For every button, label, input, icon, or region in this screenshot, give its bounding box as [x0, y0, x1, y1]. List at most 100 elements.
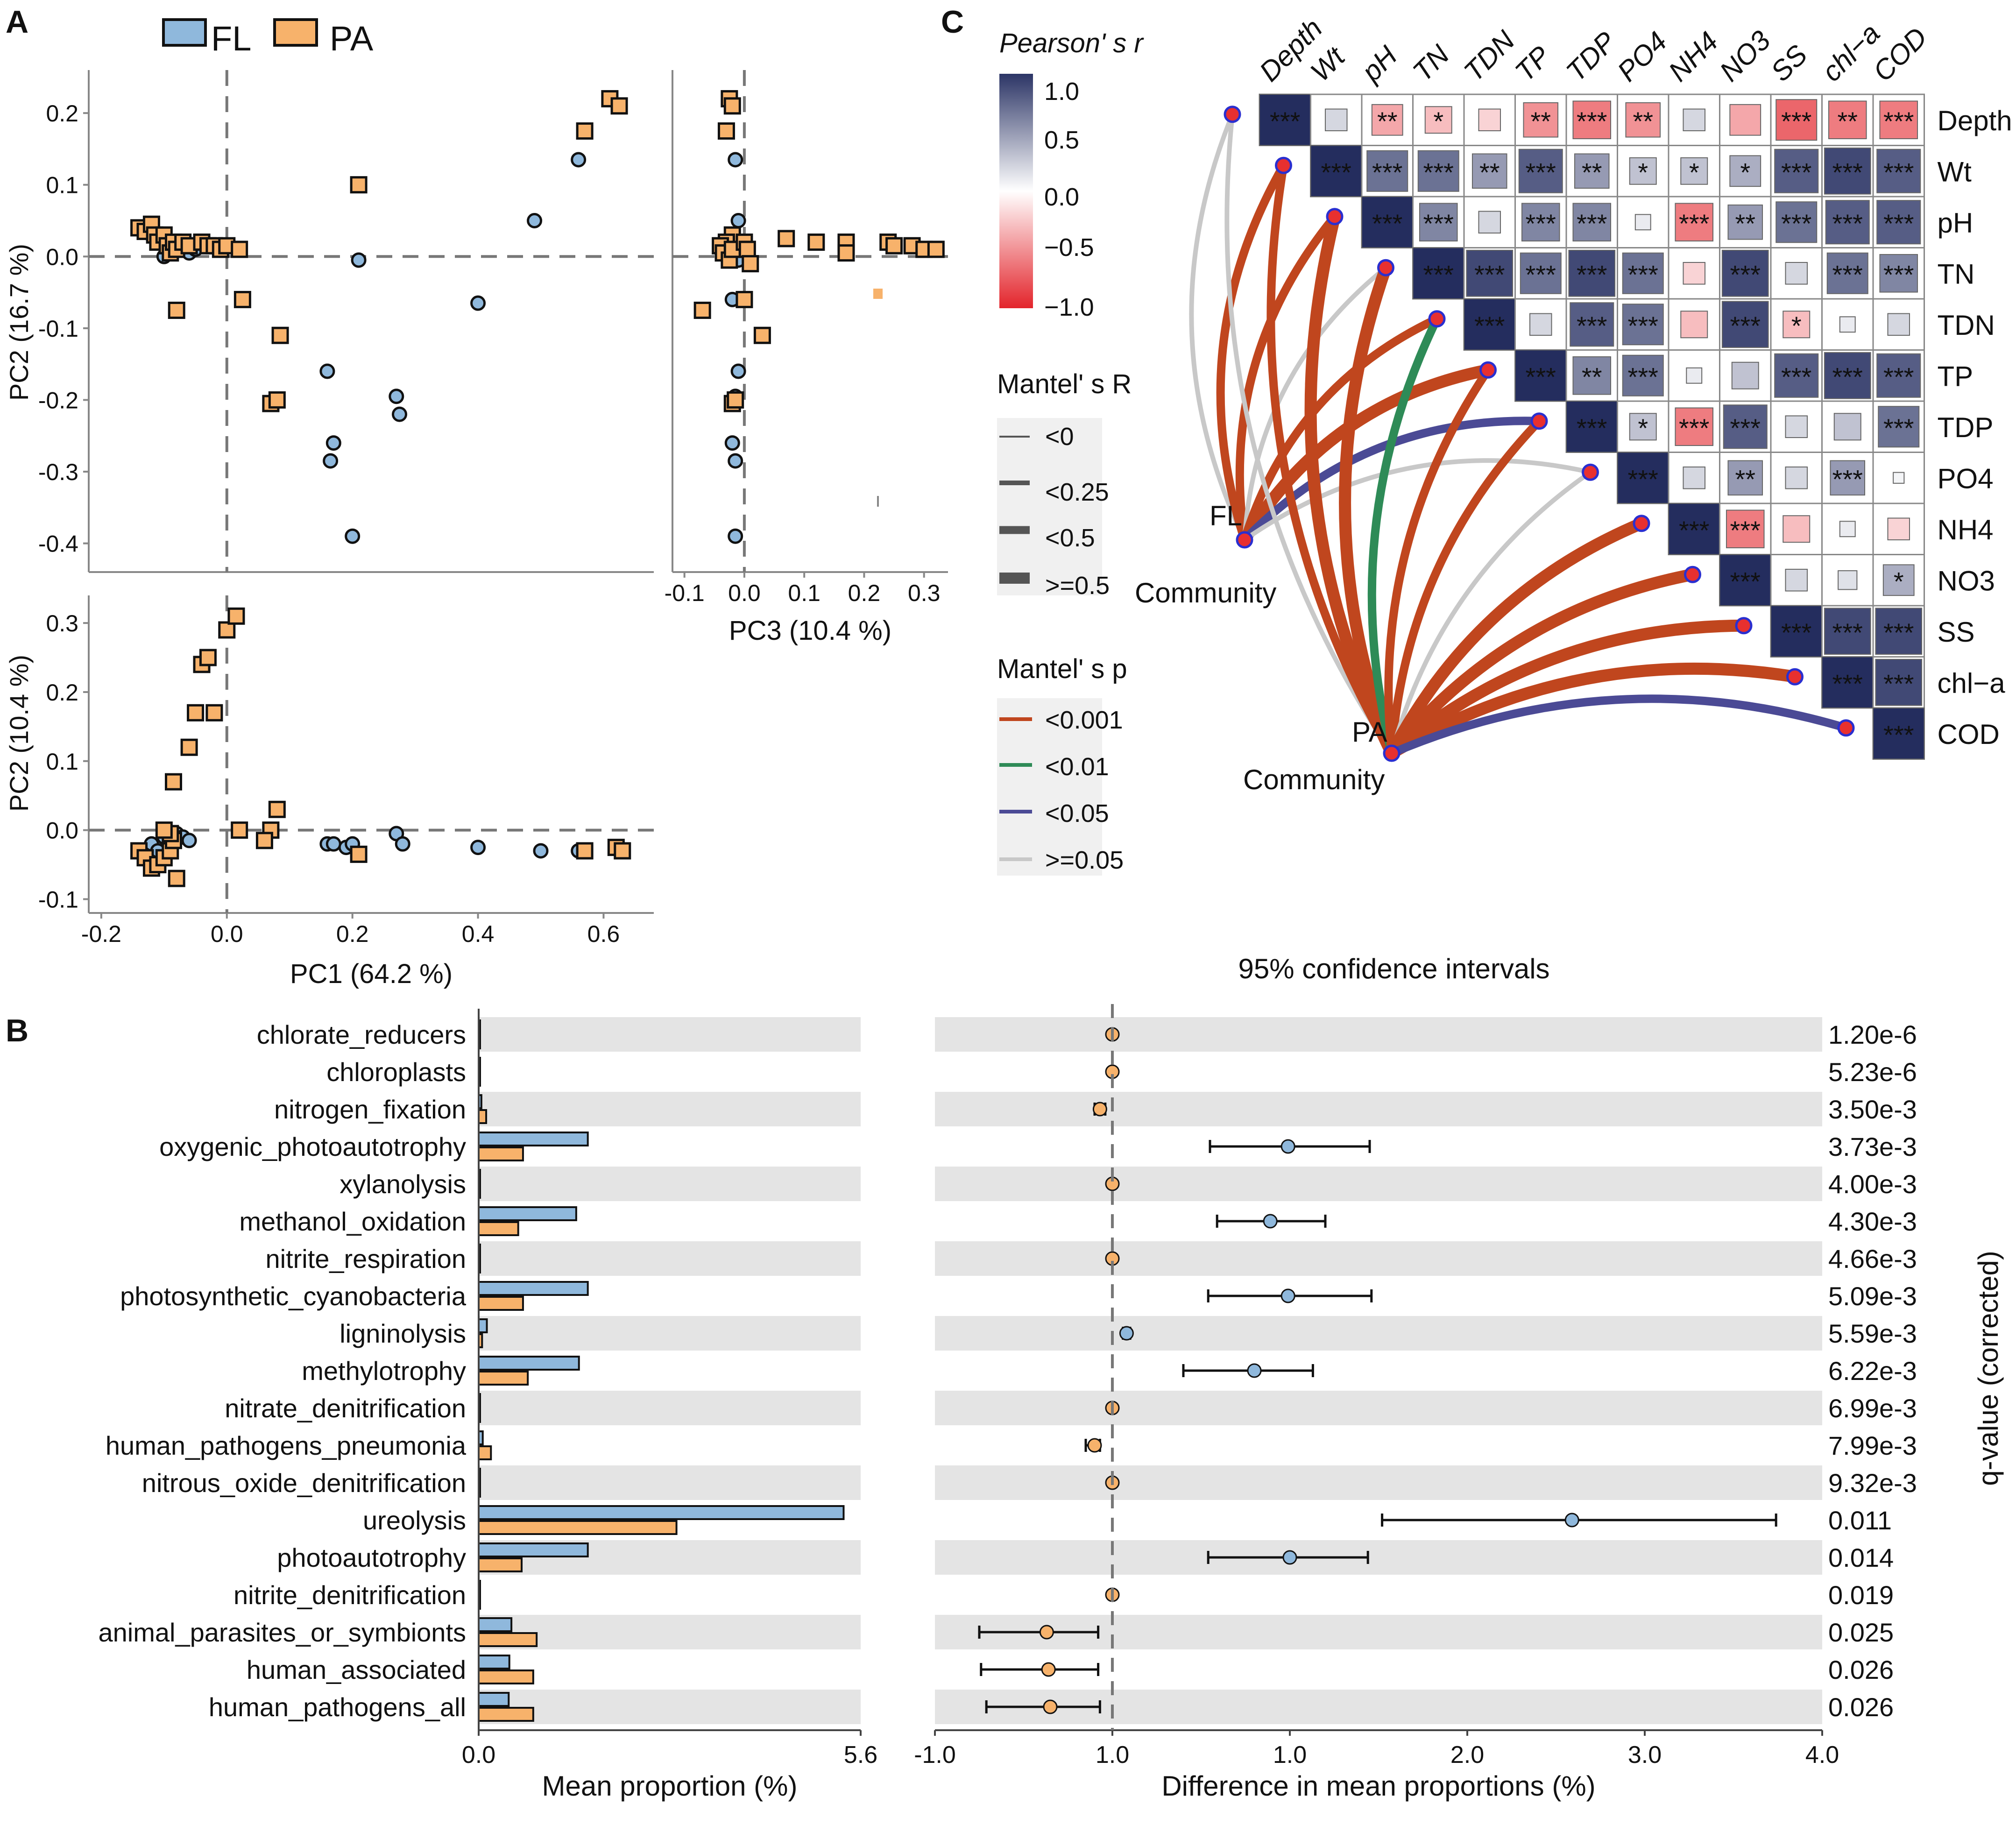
q-value: 0.026	[1828, 1655, 1894, 1684]
row-label: SS	[1938, 616, 1975, 648]
fl-point	[392, 406, 407, 422]
significance-stars: ***	[1883, 260, 1914, 289]
heatmap-square	[1876, 149, 1921, 193]
significance-stars: ***	[1577, 413, 1607, 443]
significance-stars: ***	[1372, 209, 1402, 238]
significance-stars: ***	[1679, 516, 1709, 545]
heatmap-square	[1683, 262, 1706, 285]
significance-stars: ***	[1628, 260, 1658, 289]
pa-bar	[478, 1632, 538, 1647]
ci-row-band	[935, 1092, 1822, 1126]
legend-a: FL PA	[162, 18, 374, 58]
variable-node	[1224, 106, 1241, 123]
heatmap-square	[1721, 301, 1769, 348]
category-label: nitrogen_fixation	[274, 1095, 466, 1124]
significance-stars: *	[1894, 566, 1904, 596]
diff-point	[1041, 1662, 1056, 1677]
q-value: 6.99e-3	[1828, 1394, 1917, 1423]
mantel-r-label-4: >=0.5	[1045, 572, 1110, 600]
pa-bar	[478, 1445, 492, 1460]
mantel-curve	[1224, 112, 1394, 756]
heatmap-square	[1775, 201, 1818, 243]
heatmap-square	[1839, 521, 1856, 538]
ci-row-band	[935, 1017, 1822, 1052]
pa-point	[610, 97, 628, 115]
category-label: chlorate_reducers	[257, 1020, 466, 1049]
fl-bar	[478, 1281, 589, 1296]
row-label: pH	[1938, 207, 1974, 239]
q-value: 5.59e-3	[1828, 1319, 1917, 1348]
significance-stars: ***	[1526, 260, 1556, 289]
bar-row-band	[479, 1391, 861, 1425]
heatmap-square	[1775, 99, 1818, 141]
bar-row-band	[479, 1017, 861, 1052]
heatmap-square	[1723, 404, 1768, 449]
column-label: NH4	[1662, 26, 1724, 87]
community-nodes: FL Community PA Community	[1135, 500, 1387, 795]
significance-stars: **	[1377, 106, 1398, 136]
heatmap-square	[1471, 153, 1507, 189]
bar-row-band	[479, 1465, 861, 1500]
pa-point	[231, 821, 248, 839]
significance-stars: ***	[1628, 311, 1658, 340]
mantel-curve	[1386, 568, 1699, 759]
x-axis-label: PC3 (10.4 %)	[729, 615, 891, 646]
category-label: nitrite_respiration	[265, 1244, 466, 1273]
heatmap-square	[1634, 214, 1651, 231]
heatmap-square	[1523, 102, 1559, 138]
fl-point	[724, 435, 740, 451]
mantel-p-legend: <0.001 <0.01 <0.05 >=0.05	[997, 698, 1124, 876]
heatmap-square	[1839, 316, 1856, 333]
mantel-curve	[1235, 212, 1339, 544]
heatmap-square	[1893, 472, 1905, 484]
q-value: 0.025	[1828, 1618, 1894, 1647]
pa-bar	[478, 1669, 534, 1684]
significance-stars: ***	[1883, 106, 1914, 136]
mantel-r-legend: <0 <0.25 <0.5 >=0.5	[997, 418, 1110, 600]
column-label: TDN	[1458, 24, 1521, 87]
diff-point	[1564, 1513, 1579, 1528]
heatmap-square	[1821, 656, 1874, 708]
pa-point	[199, 649, 217, 666]
mantel-curves	[1189, 106, 1855, 762]
mantel-p-title: Mantel' s p	[997, 654, 1127, 684]
x-tick-label: 0.2	[848, 580, 881, 606]
pa-bar	[478, 1707, 534, 1722]
mantel-p-label-2: <0.01	[1045, 753, 1109, 781]
correlation-heatmap: *** ** * ** *** ** *** ** ****** *** *** ** *** ** * * *…	[1253, 13, 2012, 760]
bar-x-tick-label: 5.6	[844, 1741, 877, 1768]
bar-x-tick-label: 0.0	[462, 1741, 495, 1768]
mantel-curve	[1266, 161, 1396, 757]
ci-row-band	[935, 1540, 1822, 1575]
ci-x-tick-label: 1.0	[1273, 1741, 1307, 1768]
heatmap-square	[1785, 568, 1808, 592]
pa-bar	[478, 1296, 524, 1311]
pa-point	[738, 241, 756, 258]
y-tick-label: -0.1	[38, 316, 78, 342]
heatmap-square	[1466, 249, 1514, 297]
row-label: NO3	[1938, 565, 1995, 596]
heatmap-square	[1518, 149, 1563, 193]
category-label: methylotrophy	[302, 1356, 466, 1386]
significance-stars: ***	[1781, 618, 1811, 647]
ci-x-tick-label: 3.0	[1628, 1741, 1662, 1768]
fl-point	[527, 213, 543, 228]
pa-bar	[478, 1221, 519, 1236]
row-label: Wt	[1938, 156, 1972, 187]
heatmap-square	[1514, 349, 1567, 402]
heatmap-square	[1833, 413, 1861, 441]
significance-stars: ***	[1832, 209, 1863, 238]
category-label: methanol_oxidation	[239, 1207, 466, 1236]
row-label: NH4	[1938, 514, 1994, 545]
heatmap-square	[1770, 605, 1823, 658]
q-value: 0.019	[1828, 1580, 1894, 1610]
pca-pc3-pc2: -0.1 0.0 0.1 0.2 0.3 PC3 (10.4 %)	[665, 70, 948, 646]
diff-point	[1087, 1438, 1102, 1453]
variable-node	[1275, 156, 1292, 174]
heatmap-square	[1875, 658, 1923, 706]
heatmap-square	[1419, 203, 1458, 242]
q-value: 5.09e-3	[1828, 1281, 1917, 1311]
heatmap-square	[1824, 608, 1871, 655]
pa-point	[227, 607, 245, 625]
